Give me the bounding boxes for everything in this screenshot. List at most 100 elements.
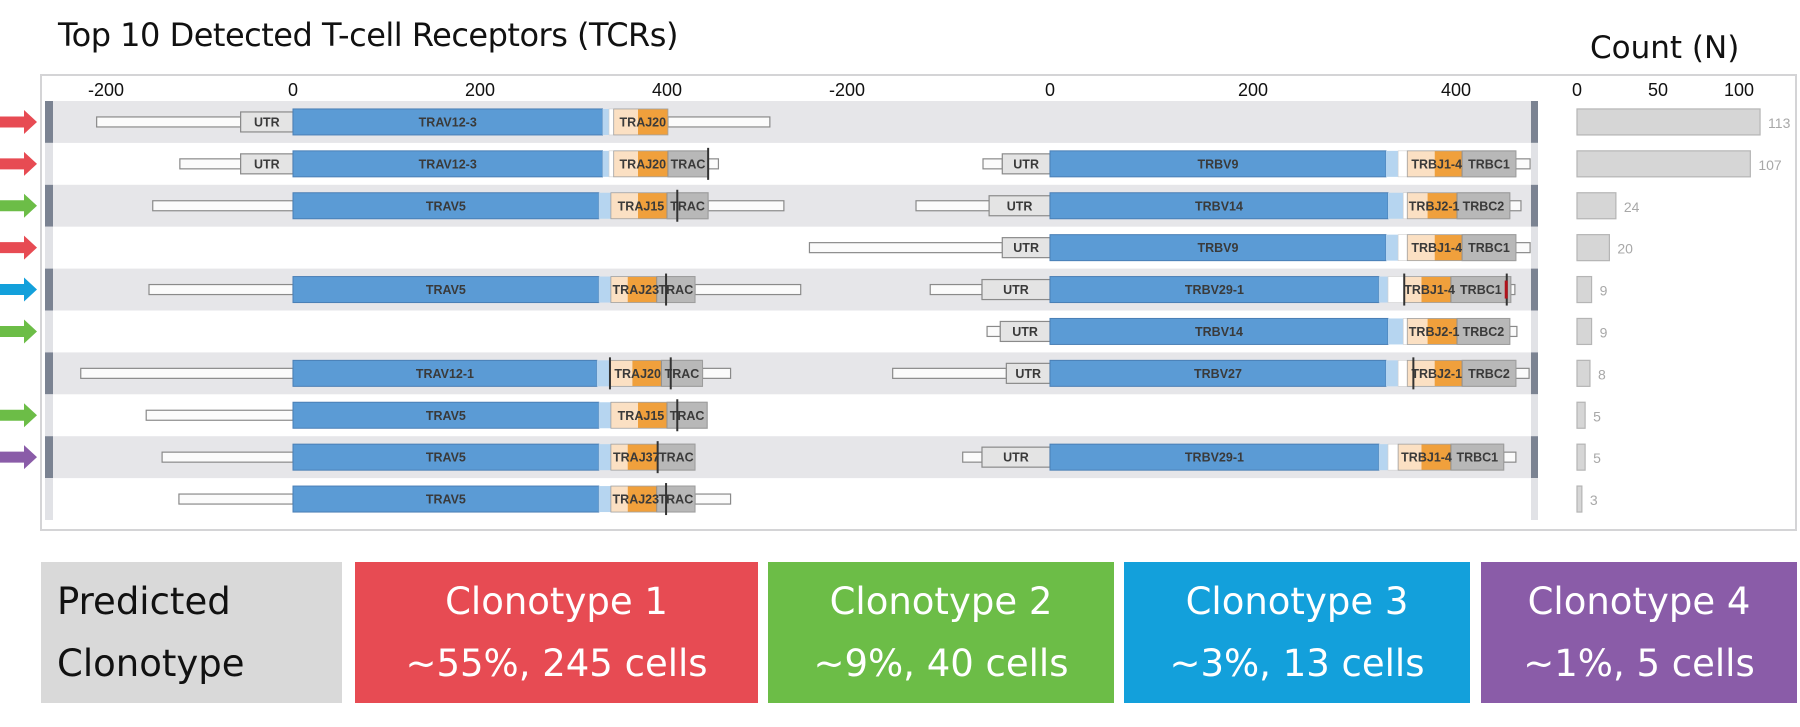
row-marker-right xyxy=(1531,436,1538,479)
beta-v-label: TRBV14 xyxy=(1195,325,1243,339)
row-marker-right xyxy=(1531,101,1538,143)
row-marker-right xyxy=(1531,142,1538,185)
beta-v-end-segment xyxy=(1378,444,1388,471)
alpha-v-label: TRAV12-1 xyxy=(416,367,474,381)
alpha-left-flank xyxy=(161,451,294,463)
chart-title: Top 10 Detected T-cell Receptors (TCRs) xyxy=(58,16,678,54)
beta-v-segment xyxy=(1049,276,1380,304)
alpha-c-segment xyxy=(666,192,709,220)
beta-right-flank xyxy=(1510,283,1516,296)
beta-right-flank xyxy=(1509,325,1518,338)
beta-left-flank xyxy=(892,367,1007,379)
alpha-n-region xyxy=(608,108,615,136)
beta-j-label: TRBJ1-4 xyxy=(1401,451,1452,465)
alpha-j-label: TRAJ23 xyxy=(613,493,660,507)
alpha-d-segment xyxy=(610,444,628,471)
beta-utr-label: UTR xyxy=(1003,451,1029,465)
alpha-v-label: TRAV5 xyxy=(426,409,466,423)
beta-j-label: TRBJ1-4 xyxy=(1404,283,1455,297)
alpha-v-segment xyxy=(292,401,600,429)
beta-transcript: UTR TRBV29-1 TRBJ1-4 TRBC1 xyxy=(962,443,1517,471)
alpha-utr-label: UTR xyxy=(254,115,280,129)
beta-d-segment xyxy=(1407,318,1428,345)
clonotype-2-title: Clonotype 2 xyxy=(829,579,1053,623)
alpha-j-label: TRAJ20 xyxy=(614,367,661,381)
row-marker-right xyxy=(1531,478,1538,520)
beta-j-segment xyxy=(1427,192,1458,219)
alpha-axis-tick: -200 xyxy=(88,80,124,100)
alpha-junction-outline xyxy=(610,276,696,303)
alpha-left-flank xyxy=(178,493,294,505)
alpha-left-flank xyxy=(80,367,294,379)
alpha-junction-outline xyxy=(610,443,696,471)
beta-right-flank xyxy=(1503,451,1517,463)
beta-j-label: TRBJ1-4 xyxy=(1411,241,1462,255)
alpha-v-end-segment xyxy=(602,150,610,177)
alpha-j-label: TRAJ15 xyxy=(618,199,665,213)
alpha-v-segment xyxy=(292,192,600,220)
alpha-transcript: TRAV12-1 TRAJ20 TRAC xyxy=(80,357,732,390)
clonotype-3-title: Clonotype 3 xyxy=(1185,579,1409,623)
beta-utr-label: UTR xyxy=(1003,283,1029,297)
beta-v-segment xyxy=(1049,192,1389,220)
row-marker-left xyxy=(45,394,53,437)
beta-d-segment xyxy=(1407,360,1435,387)
beta-v-segment xyxy=(1049,443,1380,471)
row-marker-left xyxy=(45,436,53,479)
count-value-label: 113 xyxy=(1768,115,1791,131)
beta-v-end-segment xyxy=(1378,276,1388,303)
clonotype-3-box: Clonotype 3 ~3%, 13 cells xyxy=(1124,562,1470,703)
beta-axis-tick: 0 xyxy=(1045,80,1055,100)
beta-v-end-segment xyxy=(1385,150,1399,177)
beta-v-label: TRBV9 xyxy=(1197,157,1238,171)
beta-c-segment xyxy=(1461,359,1517,387)
clonotype-4-stats: ~1%, 5 cells xyxy=(1523,641,1755,685)
alpha-d-segment xyxy=(610,486,628,513)
row-marker-left xyxy=(45,142,53,185)
beta-junction-outline xyxy=(1406,192,1511,220)
alpha-d-segment xyxy=(613,150,639,177)
beta-left-flank xyxy=(929,283,983,296)
count-axis-title: Count (N) xyxy=(1590,30,1740,66)
alpha-transcript: UTR TRAV12-3 TRAJ20 xyxy=(96,108,771,136)
row-marker-right xyxy=(1531,352,1538,395)
alpha-transcript: TRAV5 TRAJ15 TRAC xyxy=(152,189,785,222)
alpha-j-segment xyxy=(638,108,668,135)
clonotype-2-stats: ~9%, 40 cells xyxy=(813,641,1069,685)
beta-n-region xyxy=(1402,192,1408,220)
alpha-v-segment xyxy=(292,150,603,178)
count-bar xyxy=(1576,108,1761,136)
beta-v-label: TRBV14 xyxy=(1195,199,1243,213)
beta-axis-tick: 400 xyxy=(1441,80,1471,100)
beta-transcript: UTR TRBV9 TRBJ1-4 TRBC1 xyxy=(808,234,1531,262)
alpha-v-label: TRAV12-3 xyxy=(419,115,477,129)
count-bar xyxy=(1576,317,1593,346)
count-value-label: 24 xyxy=(1624,199,1640,215)
beta-junction-outline xyxy=(1397,443,1505,471)
beta-c-label: TRBC2 xyxy=(1468,367,1510,381)
beta-transcript: UTR TRBV27 TRBJ2-1 TRBC2 xyxy=(892,357,1530,390)
beta-junction-outline xyxy=(1406,318,1511,345)
row-marker-right xyxy=(1531,310,1538,353)
count-bar xyxy=(1576,401,1586,429)
predicted-line2: Clonotype xyxy=(57,641,245,685)
tcr-plot: -200 0 200 400 -200 0 200 400 0 50 100 UTR TRAV12-3 T… xyxy=(0,80,1791,520)
beta-v-end-segment xyxy=(1387,318,1404,345)
alpha-left-flank xyxy=(179,158,242,170)
alpha-left-flank xyxy=(152,200,294,212)
beta-d-segment xyxy=(1407,150,1435,177)
count-axis-tick: 0 xyxy=(1572,80,1582,100)
row-marker-left xyxy=(45,226,53,269)
count-axis-tick: 100 xyxy=(1724,80,1754,100)
alpha-right-flank xyxy=(701,367,732,379)
beta-utr-label: UTR xyxy=(1013,157,1039,171)
beta-utr-label: UTR xyxy=(1015,367,1041,381)
count-value-label: 8 xyxy=(1598,366,1606,382)
beta-n-region xyxy=(1397,234,1408,261)
beta-transcript: UTR TRBV14 TRBJ2-1 TRBC2 xyxy=(986,317,1518,345)
alpha-v-label: TRAV5 xyxy=(426,283,466,297)
alpha-v-end-segment xyxy=(596,360,610,387)
beta-j-segment xyxy=(1421,276,1451,303)
alpha-d-segment xyxy=(610,276,628,303)
count-bar xyxy=(1576,443,1586,471)
